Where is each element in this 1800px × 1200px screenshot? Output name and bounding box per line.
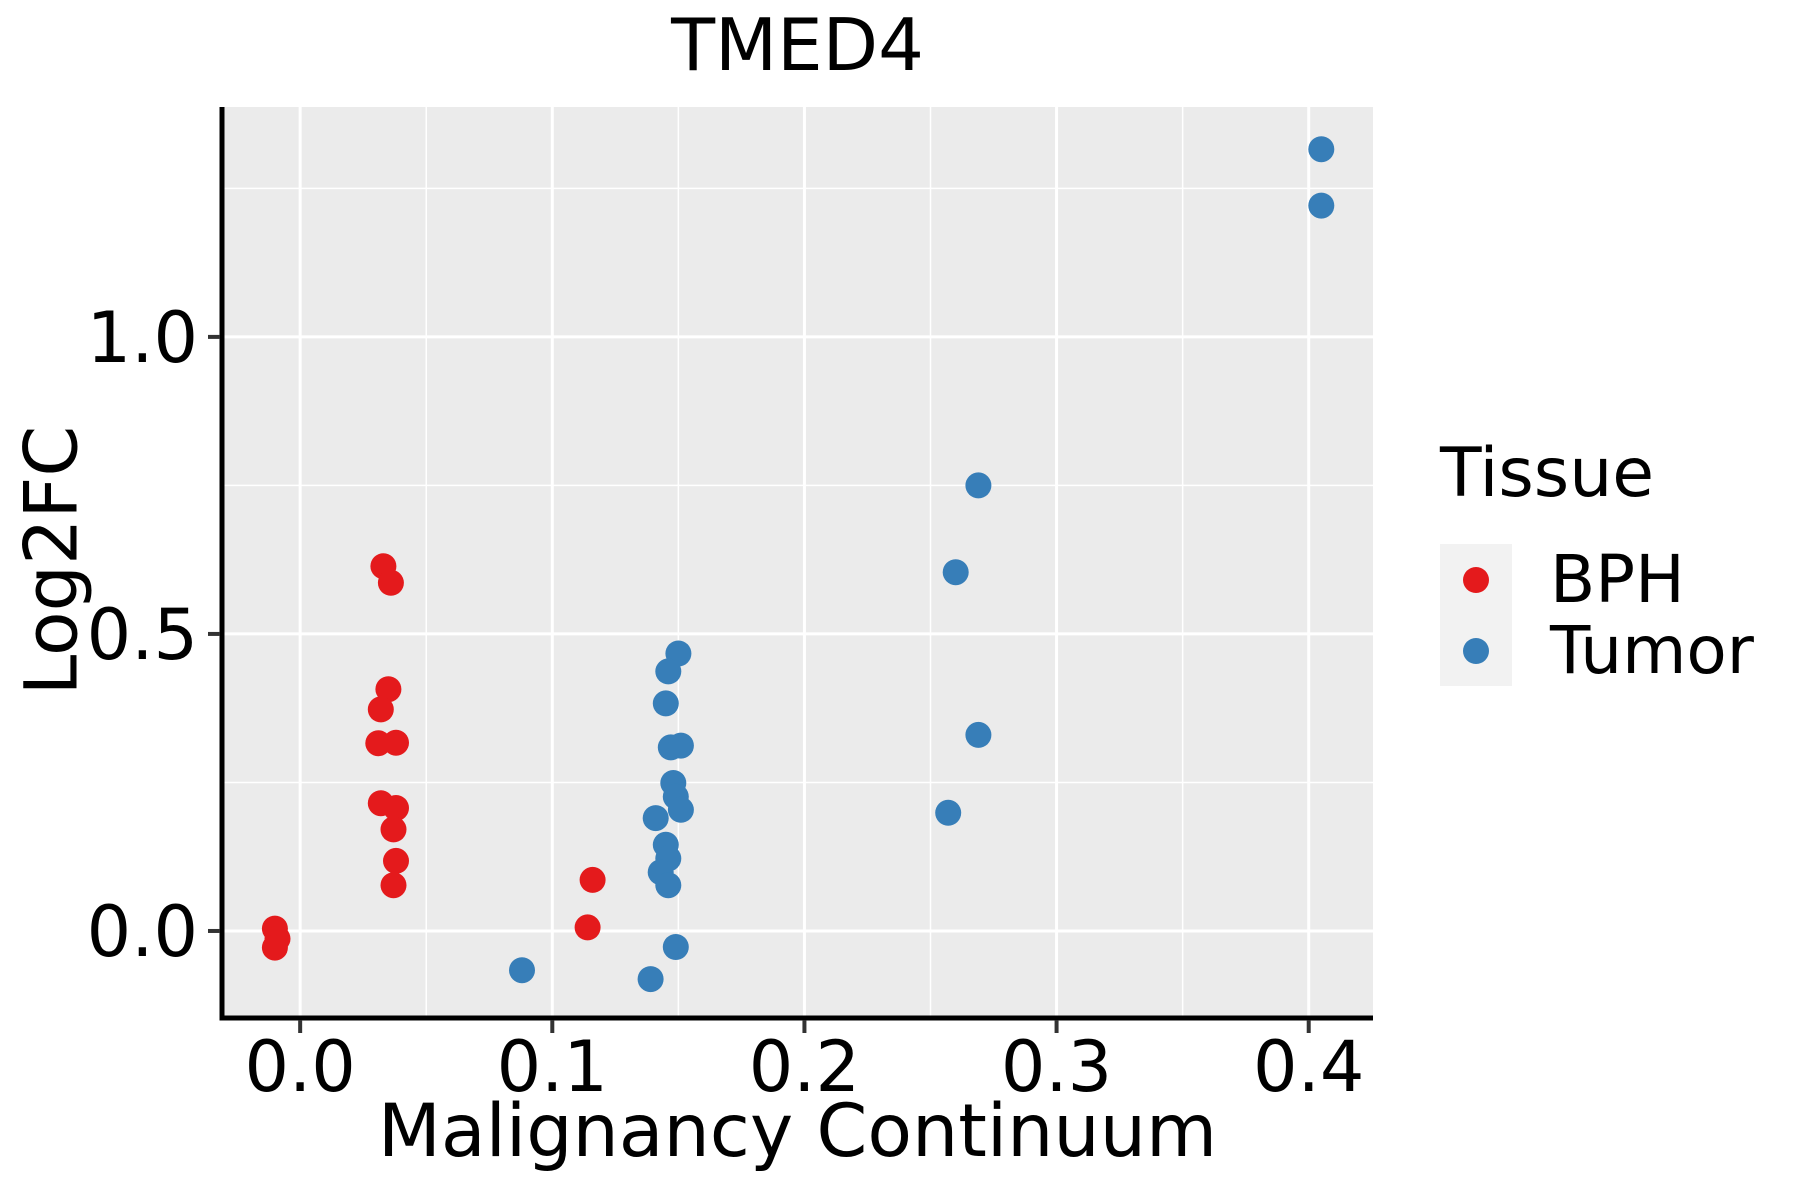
- point-bph: [375, 676, 402, 703]
- point-bph: [380, 872, 407, 899]
- x-tick-label: 0.2: [749, 1026, 860, 1108]
- point-tumor: [667, 732, 694, 759]
- y-tick-label: 0.0: [87, 891, 198, 973]
- point-tumor: [1308, 192, 1335, 219]
- x-tick-label: 0.3: [1001, 1026, 1112, 1108]
- point-bph: [261, 934, 288, 961]
- legend-item-tumor: Tumor: [1440, 615, 1800, 686]
- point-bph: [383, 847, 409, 874]
- point-tumor: [509, 957, 535, 984]
- legend-key-tumor: [1440, 615, 1512, 686]
- x-tick-label: 0.1: [497, 1026, 608, 1108]
- y-tick-label: 1.0: [87, 297, 198, 379]
- point-tumor: [655, 658, 682, 685]
- point-tumor: [662, 934, 689, 960]
- point-tumor: [1308, 136, 1335, 163]
- y-tick-label: 0.5: [87, 594, 198, 676]
- point-bph: [380, 816, 407, 843]
- point-bph: [579, 866, 606, 893]
- point-tumor: [965, 472, 992, 499]
- legend-title: Tissue: [1440, 434, 1655, 513]
- point-bph: [377, 569, 404, 596]
- point-bph: [383, 795, 409, 821]
- point-tumor: [667, 796, 694, 823]
- point-bph: [367, 696, 394, 723]
- legend-label-bph: BPH: [1550, 540, 1685, 618]
- y-axis-title: Log2FC: [9, 425, 95, 696]
- legend-label-tumor: Tumor: [1550, 611, 1754, 689]
- plot-panel: [222, 107, 1373, 1018]
- x-tick-label: 0.4: [1253, 1026, 1364, 1108]
- point-tumor: [965, 721, 992, 748]
- legend: Tissue BPH Tumor: [1440, 440, 1800, 686]
- point-tumor: [637, 966, 664, 993]
- legend-key-bph: [1440, 544, 1512, 615]
- point-tumor: [942, 559, 969, 586]
- point-bph: [574, 914, 601, 941]
- point-bph: [383, 729, 409, 756]
- legend-item-bph: BPH: [1440, 544, 1800, 615]
- point-tumor: [935, 799, 962, 826]
- point-tumor: [655, 872, 682, 899]
- bph-dot-icon: [1463, 566, 1489, 593]
- x-axis-title: Malignancy Continuum: [377, 1089, 1218, 1174]
- point-tumor: [652, 690, 679, 717]
- tumor-dot-icon: [1463, 637, 1489, 664]
- x-tick-label: 0.0: [244, 1026, 355, 1108]
- chart-title: TMED4: [671, 3, 924, 87]
- point-tumor: [642, 805, 669, 832]
